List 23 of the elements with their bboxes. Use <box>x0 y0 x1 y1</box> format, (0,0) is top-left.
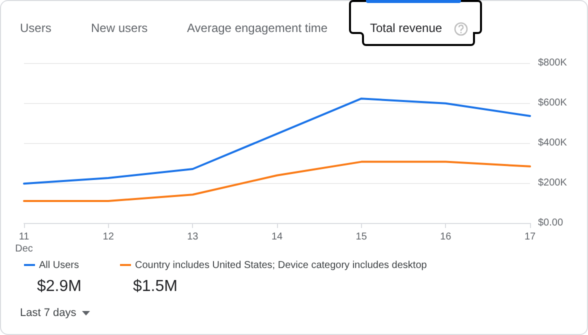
line-series <box>23 160 531 202</box>
text: New users <box>91 21 148 35</box>
y-tick-label: $800K <box>538 58 568 68</box>
x-tick-label: 14 <box>271 232 283 242</box>
y-tick-label: $600K <box>538 98 568 108</box>
line-series <box>23 98 531 185</box>
y-tick-label: $400K <box>538 138 568 148</box>
text: $2.9M <box>37 278 82 296</box>
text: Users <box>20 21 52 35</box>
text: Last 7 days <box>20 307 76 319</box>
chart-title: Total revenue <box>370 21 442 35</box>
legend-label: Country includes United States; Device category includes desktop <box>135 260 427 271</box>
x-tick-label: 13 <box>187 232 199 242</box>
y-tick-label: $0.00 <box>538 218 564 228</box>
text: $1.5M <box>133 278 178 296</box>
x-tick-label: 12 <box>102 232 114 242</box>
x-tick-label: 11 Dec <box>15 232 33 254</box>
text: Average engagement time <box>187 21 328 35</box>
y-tick-label: $200K <box>538 178 568 188</box>
x-tick-label: 17 <box>524 232 536 242</box>
x-tick-label: 16 <box>440 232 452 242</box>
legend-label: All Users <box>39 260 80 271</box>
x-tick-label: 15 <box>356 232 368 242</box>
